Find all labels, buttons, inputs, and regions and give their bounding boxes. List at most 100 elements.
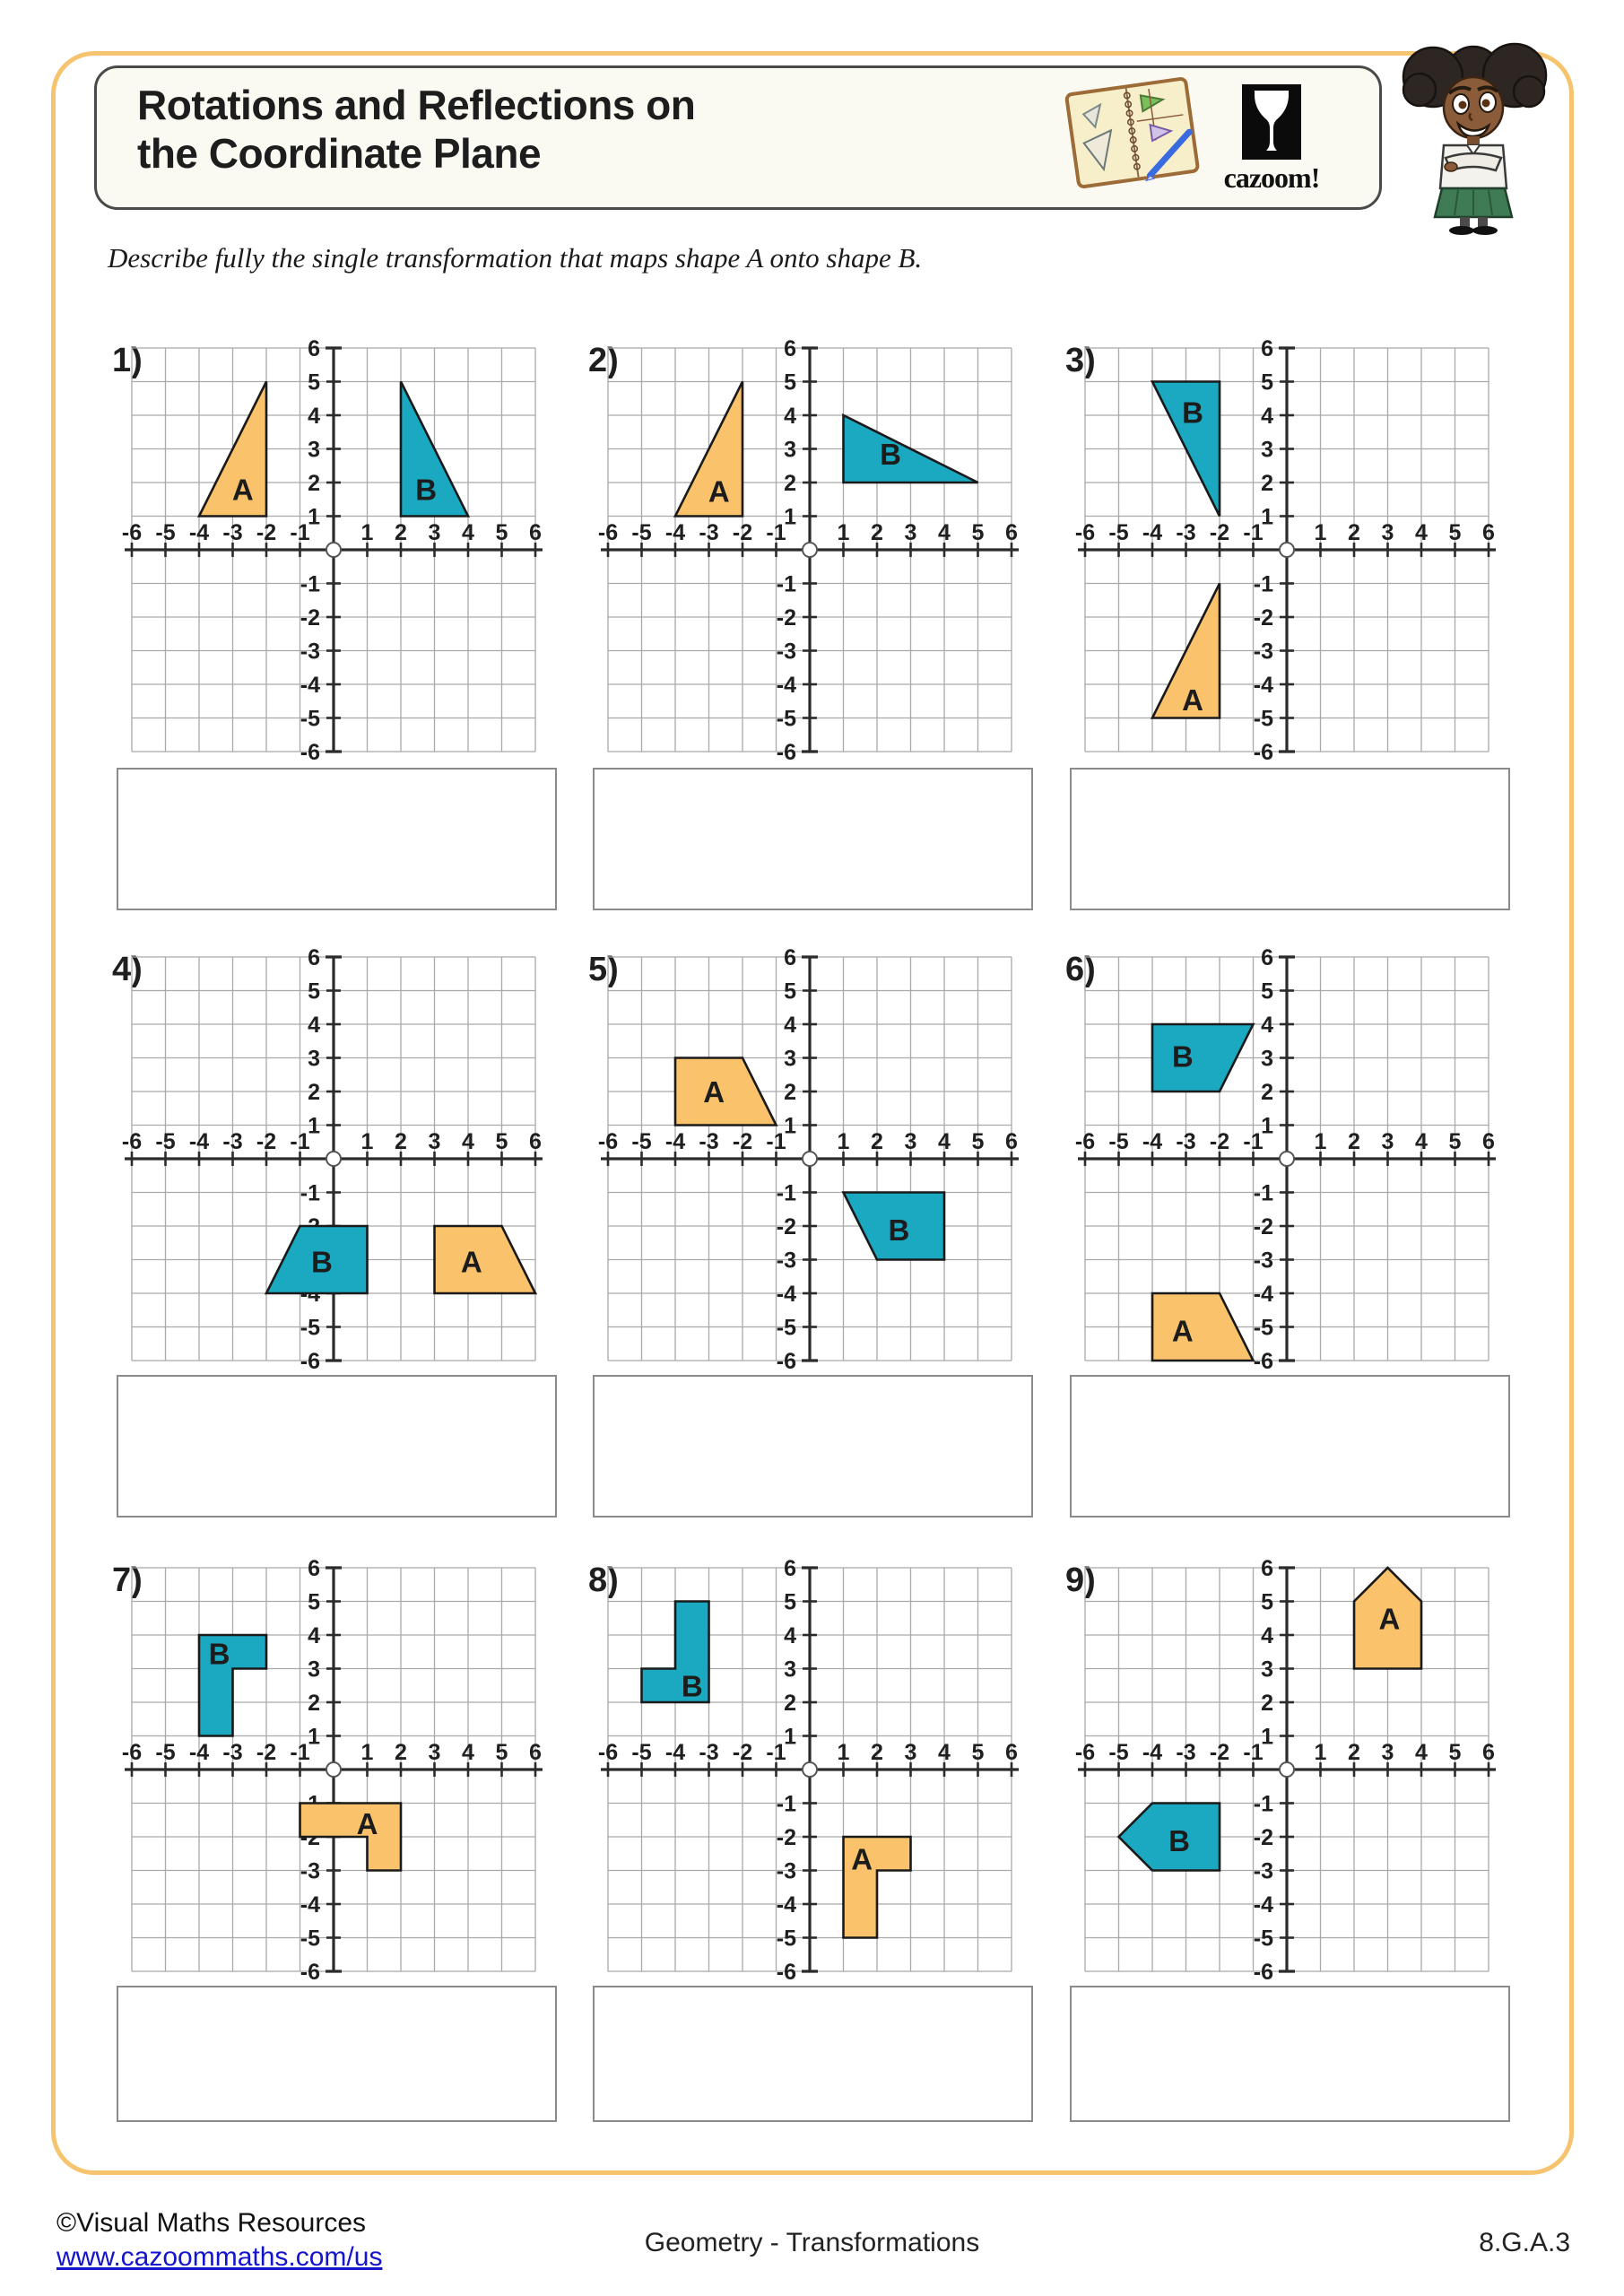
shape-A-label: A [461, 1245, 482, 1278]
answer-box-3[interactable] [1070, 768, 1510, 910]
footer-website-link[interactable]: www.cazoommaths.com/us [56, 2242, 383, 2272]
svg-text:-2: -2 [733, 1740, 752, 1765]
answer-box-5[interactable] [593, 1375, 1033, 1518]
svg-text:3: 3 [429, 1740, 441, 1765]
tick-marks [1083, 1566, 1490, 1973]
shape-B [842, 413, 979, 484]
student-character-illustration [1388, 38, 1559, 239]
svg-text:6: 6 [1482, 520, 1495, 545]
svg-text:-5: -5 [300, 1316, 320, 1341]
svg-text:-5: -5 [777, 707, 796, 732]
origin-marker [326, 1151, 342, 1167]
svg-text:4: 4 [1415, 520, 1428, 545]
notebook-icon [1064, 76, 1200, 189]
svg-text:-5: -5 [1254, 1316, 1273, 1341]
svg-text:-1: -1 [777, 1792, 796, 1817]
svg-text:-3: -3 [1176, 1129, 1195, 1154]
answer-box-2[interactable] [593, 768, 1033, 910]
answer-box-1[interactable] [117, 768, 557, 910]
svg-text:5: 5 [1449, 1129, 1462, 1154]
svg-text:1: 1 [838, 520, 850, 545]
shape-B-label: B [311, 1245, 333, 1278]
svg-text:-4: -4 [1254, 1282, 1273, 1307]
svg-text:6: 6 [308, 336, 320, 361]
svg-text:2: 2 [395, 1740, 407, 1765]
svg-text:4: 4 [1415, 1740, 1428, 1765]
sketch-triangle-small [1081, 102, 1102, 129]
svg-text:-3: -3 [300, 1859, 320, 1884]
svg-text:-3: -3 [1176, 1740, 1195, 1765]
svg-text:-6: -6 [1254, 740, 1273, 765]
svg-text:5: 5 [972, 1129, 985, 1154]
svg-text:6: 6 [308, 945, 320, 970]
svg-text:-5: -5 [777, 1316, 796, 1341]
shape-A-label: A [708, 474, 730, 508]
svg-text:5: 5 [496, 1129, 508, 1154]
svg-text:-5: -5 [1108, 520, 1128, 545]
footer-standard-code: 8.G.A.3 [1479, 2228, 1570, 2257]
answer-box-4[interactable] [117, 1375, 557, 1518]
sketch-triangle-purple [1149, 123, 1174, 143]
answer-box-7[interactable] [117, 1986, 557, 2122]
answer-box-9[interactable] [1070, 1986, 1510, 2122]
shape-A [673, 1057, 778, 1126]
svg-text:-5: -5 [155, 1740, 175, 1765]
svg-text:4: 4 [462, 1740, 474, 1765]
svg-text:-5: -5 [155, 520, 175, 545]
origin-marker [1279, 1151, 1295, 1167]
svg-text:3: 3 [1261, 438, 1273, 463]
svg-text:6: 6 [1005, 1740, 1018, 1765]
svg-text:-2: -2 [1254, 1825, 1273, 1850]
svg-text:-4: -4 [665, 1129, 685, 1154]
shoe-right [1472, 226, 1498, 235]
svg-text:5: 5 [308, 979, 320, 1004]
crossed-arms [1444, 152, 1503, 172]
svg-text:-2: -2 [256, 1740, 276, 1765]
svg-text:-5: -5 [1254, 1926, 1273, 1952]
shape-B-label: B [1168, 1824, 1190, 1857]
answer-box-6[interactable] [1070, 1375, 1510, 1518]
svg-text:4: 4 [1261, 1623, 1273, 1648]
svg-text:1: 1 [308, 1725, 320, 1750]
svg-text:-5: -5 [1254, 707, 1273, 732]
svg-text:1: 1 [784, 1725, 796, 1750]
svg-text:-5: -5 [300, 707, 320, 732]
svg-text:1: 1 [1315, 1129, 1327, 1154]
shape-A [1151, 1292, 1255, 1362]
origin-marker [326, 542, 342, 558]
svg-text:-1: -1 [300, 572, 320, 597]
shape-B [841, 1191, 946, 1261]
origin-marker [802, 1151, 818, 1167]
svg-text:-5: -5 [631, 1129, 651, 1154]
svg-text:5: 5 [308, 1590, 320, 1615]
svg-text:-6: -6 [300, 740, 320, 765]
neck [1467, 136, 1480, 145]
svg-text:-5: -5 [300, 1926, 320, 1952]
pencil-icon [1146, 128, 1193, 179]
svg-text:4: 4 [308, 1623, 320, 1648]
svg-text:-4: -4 [1254, 673, 1273, 698]
svg-text:3: 3 [308, 1657, 320, 1683]
svg-text:3: 3 [1382, 1740, 1394, 1765]
sketch-triangle-large [1082, 128, 1113, 172]
svg-text:4: 4 [938, 520, 951, 545]
answer-box-8[interactable] [593, 1986, 1033, 2122]
svg-text:2: 2 [1261, 1080, 1273, 1105]
origin-marker [802, 1761, 818, 1778]
svg-text:-1: -1 [766, 1740, 786, 1765]
svg-text:-3: -3 [222, 520, 242, 545]
svg-text:6: 6 [529, 520, 542, 545]
svg-text:-5: -5 [631, 520, 651, 545]
svg-text:-5: -5 [631, 1740, 651, 1765]
drum-icon [1242, 84, 1301, 160]
svg-text:-5: -5 [777, 1926, 796, 1952]
svg-text:1: 1 [1261, 505, 1273, 530]
origin-marker [802, 542, 818, 558]
svg-text:-1: -1 [290, 1129, 309, 1154]
leg-right [1478, 217, 1488, 230]
